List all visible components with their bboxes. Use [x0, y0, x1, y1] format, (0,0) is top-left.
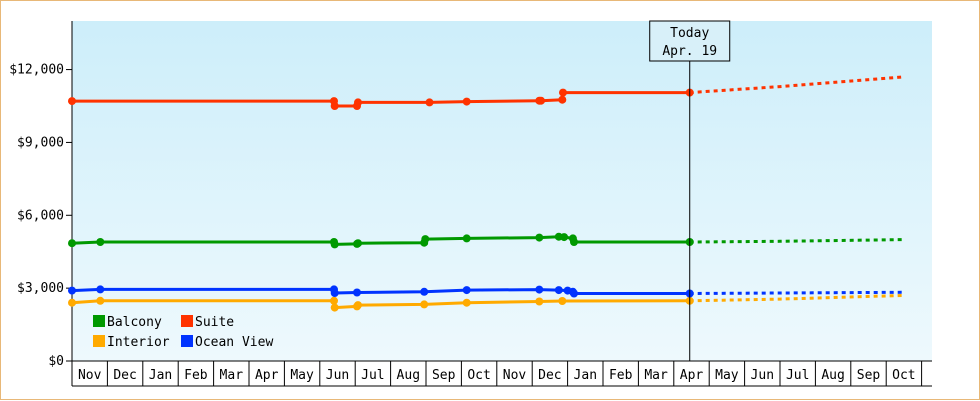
data-point: [535, 233, 544, 242]
data-point: [96, 296, 105, 305]
data-point: [462, 298, 471, 307]
y-axis: $0 $3,000 $6,000 $9,000 $12,000: [9, 21, 73, 369]
x-tick-label: Jan: [149, 368, 172, 383]
legend-label: Ocean View: [195, 335, 273, 350]
x-tick-label: Nov: [78, 368, 102, 383]
x-tick-label: Mar: [220, 368, 244, 383]
x-tick-label: May: [715, 368, 739, 383]
x-tick-label: May: [290, 368, 314, 383]
forecast-line-interior: [689, 293, 904, 303]
y-tick-label: $3,000: [17, 281, 64, 296]
data-point: [96, 285, 105, 294]
legend-label: Balcony: [107, 315, 162, 330]
legend-item-suite: Suite: [181, 315, 234, 330]
forecast-line-suite: [689, 75, 905, 95]
legend-label: Suite: [195, 315, 234, 330]
data-point: [354, 239, 362, 248]
series-interior: [68, 293, 904, 312]
x-tick-label: Jun: [326, 368, 349, 383]
today-box: [649, 20, 731, 62]
data-point: [96, 238, 105, 246]
data-point: [462, 286, 471, 295]
data-point: [330, 303, 339, 312]
data-point: [421, 235, 430, 244]
x-tick-label: Jun: [751, 368, 774, 383]
legend-swatch: [93, 315, 105, 327]
data-point: [462, 234, 471, 243]
x-tick-label: Jul: [361, 368, 384, 383]
series-layer: [68, 75, 905, 312]
plot-background: [72, 21, 932, 361]
legend-swatch: [181, 315, 193, 327]
series-ocean-view: [68, 285, 904, 298]
data-point: [425, 98, 434, 107]
data-point: [330, 240, 339, 249]
series-balcony: [68, 232, 904, 249]
y-tick-label: $9,000: [17, 135, 64, 150]
x-tick-label: Oct: [467, 368, 490, 383]
y-tick-label: $0: [48, 354, 64, 369]
x-tick-label: Feb: [184, 368, 208, 383]
data-point: [535, 297, 544, 306]
x-tick-label: Apr: [680, 368, 704, 383]
legend-item-interior: Interior: [93, 335, 170, 350]
today-marker: Today Apr. 19: [649, 20, 731, 361]
series-suite: [68, 75, 905, 110]
x-tick-label: Jul: [786, 368, 809, 383]
x-tick-label: Feb: [609, 368, 633, 383]
x-tick-label: Dec: [538, 368, 561, 383]
data-point: [558, 297, 567, 305]
legend-label: Interior: [107, 335, 170, 350]
x-tick-label: Aug: [397, 368, 420, 383]
x-tick-label: Dec: [113, 368, 136, 383]
x-tick-label: Oct: [892, 368, 915, 383]
data-point: [68, 239, 76, 248]
legend-swatch: [93, 335, 105, 347]
data-point: [68, 97, 76, 106]
data-point: [570, 238, 578, 246]
x-tick-label: Jan: [574, 368, 597, 383]
data-point: [353, 288, 361, 297]
data-point: [68, 286, 76, 295]
data-point: [535, 285, 544, 294]
today-label: Today: [670, 26, 709, 41]
data-point: [68, 298, 76, 307]
data-point: [537, 96, 545, 105]
today-date: Apr. 19: [662, 44, 717, 59]
x-tick-label: Apr: [255, 368, 279, 383]
y-tick-label: $6,000: [17, 208, 64, 223]
x-tick-label: Nov: [503, 368, 527, 383]
data-point: [554, 286, 563, 295]
x-tick-label: Sep: [432, 368, 456, 383]
forecast-line-balcony: [689, 238, 904, 244]
data-point: [420, 300, 429, 309]
data-point: [330, 296, 338, 305]
data-point: [559, 88, 567, 97]
x-tick-label: Mar: [644, 368, 668, 383]
data-point: [560, 233, 569, 242]
legend: Balcony Suite Interior Ocean View: [93, 315, 273, 350]
y-tick-label: $12,000: [9, 63, 64, 78]
x-tick-label: Aug: [821, 368, 844, 383]
data-point: [354, 301, 362, 310]
forecast-line-ocean-view: [689, 290, 904, 295]
legend-item-ocean-view: Ocean View: [181, 335, 273, 350]
x-axis: Nov Dec Jan Feb Mar Apr May Jun Jul Aug Sep Oct Nov D…: [71, 360, 932, 387]
data-point: [558, 95, 567, 104]
data-point: [462, 97, 471, 106]
data-point: [570, 289, 578, 298]
legend-item-balcony: Balcony: [93, 315, 162, 330]
legend-swatch: [181, 335, 193, 347]
data-point: [330, 289, 339, 297]
x-tick-label: Sep: [857, 368, 881, 383]
data-point: [330, 102, 339, 110]
data-point: [354, 98, 362, 107]
data-point: [420, 287, 429, 296]
